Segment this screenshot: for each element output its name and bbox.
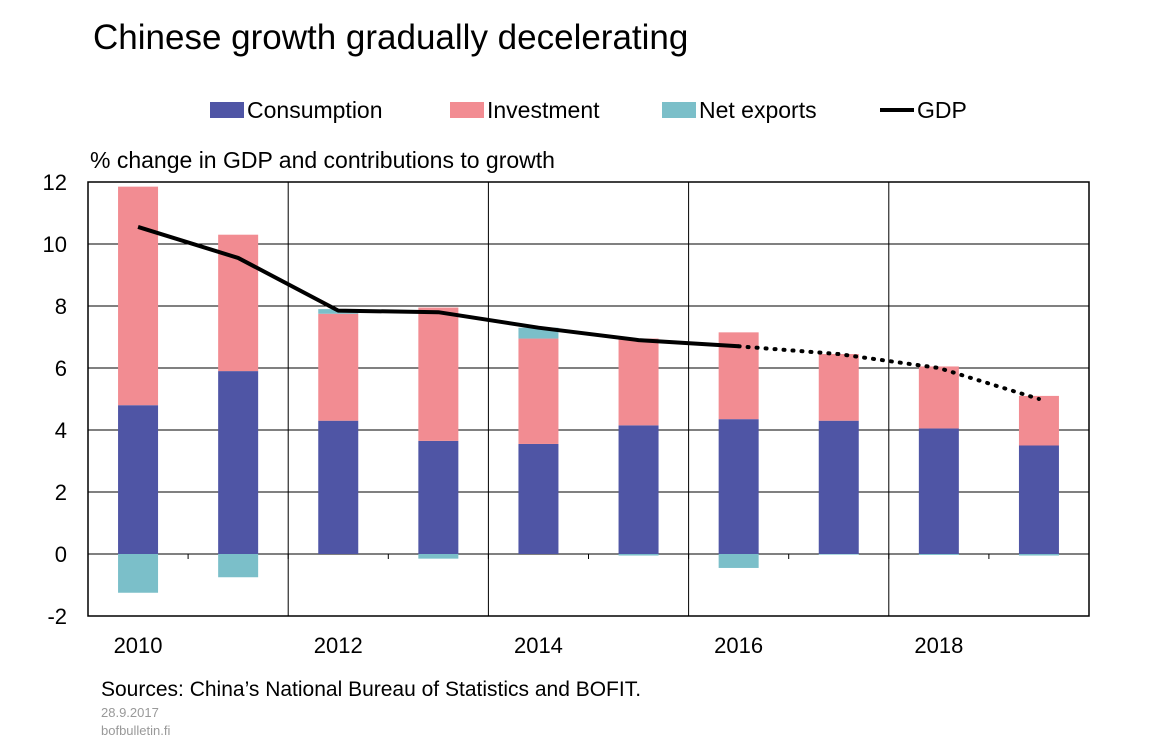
- bar-investment-2012: [318, 313, 359, 421]
- bar-investment-2010: [118, 186, 159, 406]
- bar-consumption-2019: [1018, 445, 1059, 554]
- bar-investment-2015: [618, 338, 659, 426]
- legend-item-net-exports: Net exports: [662, 96, 817, 124]
- x-tick-label: 2012: [314, 633, 363, 658]
- bar-investment-2018: [918, 366, 959, 429]
- bar-net-exports-2013: [418, 554, 459, 559]
- legend-swatch-gdp: [880, 108, 914, 112]
- bar-net-exports-2019: [1018, 554, 1059, 556]
- gdp-line: [137, 225, 1041, 401]
- legend-item-gdp: GDP: [880, 96, 967, 124]
- bar-net-exports-2011: [218, 554, 259, 578]
- bar-investment-2017: [818, 354, 859, 421]
- legend-label-net-exports: Net exports: [699, 96, 817, 123]
- y-tick-label: 4: [55, 418, 67, 443]
- x-tick-label: 2018: [914, 633, 963, 658]
- y-tick-label: 10: [43, 232, 67, 257]
- chart-title: Chinese growth gradually decelerating: [93, 18, 689, 57]
- publication-date: 28.9.2017: [101, 705, 159, 720]
- bar-net-exports-2017: [818, 554, 859, 555]
- legend-label-consumption: Consumption: [247, 96, 383, 123]
- y-axis-label: % change in GDP and contributions to gro…: [90, 147, 555, 173]
- bar-consumption-2016: [718, 419, 759, 554]
- y-tick-label: 0: [55, 542, 67, 567]
- bar-net-exports-2015: [618, 554, 659, 556]
- bar-investment-2014: [518, 338, 559, 444]
- bar-consumption-2018: [918, 428, 959, 554]
- legend: Consumption Investment Net exports GDP: [210, 96, 1010, 124]
- legend-label-gdp: GDP: [917, 96, 967, 123]
- y-tick-label: -2: [47, 604, 67, 629]
- bar-net-exports-2016: [718, 554, 759, 568]
- bar-consumption-2012: [318, 420, 359, 554]
- legend-label-investment: Investment: [487, 96, 600, 123]
- y-tick-label: 2: [55, 480, 67, 505]
- bar-consumption-2010: [118, 405, 159, 554]
- bar-consumption-2014: [518, 443, 559, 554]
- y-axis-ticks: -2 0 2 4 6 8 10 12: [43, 170, 67, 629]
- bar-investment-2019: [1018, 395, 1059, 446]
- x-tick-label: 2010: [114, 633, 163, 658]
- legend-swatch-net-exports: [662, 102, 696, 118]
- x-tick-label: 2014: [514, 633, 563, 658]
- sources-note: Sources: China’s National Bureau of Stat…: [101, 678, 642, 701]
- legend-item-consumption: Consumption: [210, 96, 383, 124]
- plot-frame: [87, 181, 1090, 617]
- legend-item-investment: Investment: [450, 96, 600, 124]
- bar-consumption-2015: [618, 425, 659, 554]
- site-name: bofbulletin.fi: [101, 723, 171, 738]
- bar-consumption-2013: [418, 440, 459, 554]
- bar-consumption-2017: [818, 420, 859, 554]
- legend-swatch-consumption: [210, 102, 244, 118]
- bar-consumption-2011: [218, 371, 259, 554]
- y-tick-label: 8: [55, 294, 67, 319]
- bar-net-exports-2018: [918, 554, 959, 555]
- bar-net-exports-2010: [118, 554, 159, 593]
- gdp-line-actual: [137, 225, 739, 349]
- gdp-line-forecast: [736, 344, 1041, 401]
- x-tick-label: 2016: [714, 633, 763, 658]
- bars: [118, 186, 1059, 593]
- y-tick-label: 6: [55, 356, 67, 381]
- y-tick-label: 12: [43, 170, 67, 195]
- bar-net-exports-2014: [518, 327, 559, 339]
- legend-swatch-investment: [450, 102, 484, 118]
- x-axis-ticks: 2010 2012 2014 2016 2018: [114, 633, 964, 658]
- bar-investment-2013: [418, 307, 459, 441]
